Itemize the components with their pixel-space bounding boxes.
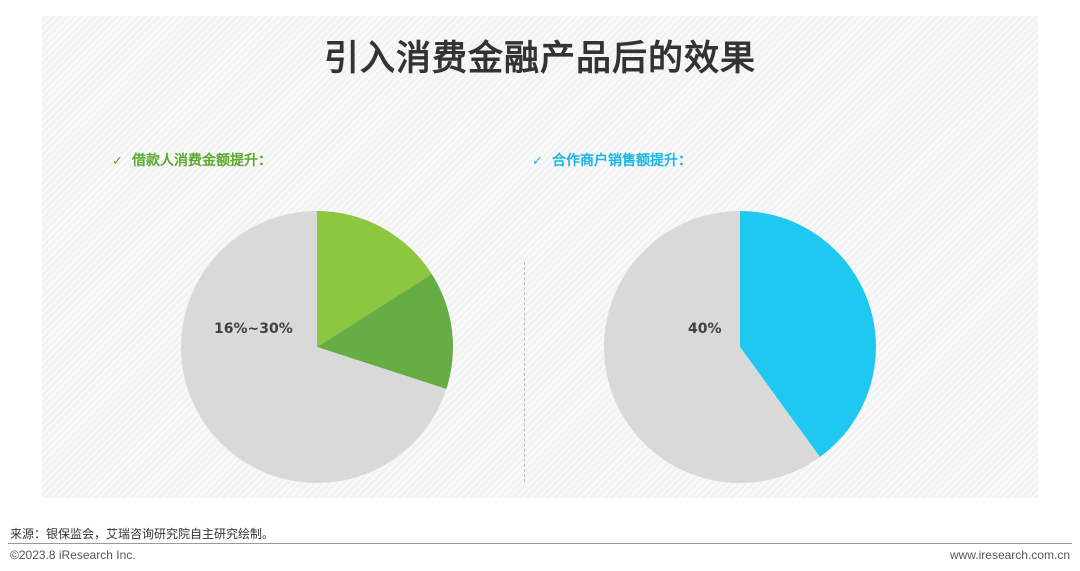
left-pie-slice-2: [181, 211, 447, 483]
left-chart-subtitle: ✓ 借款人消费金额提升：: [112, 150, 272, 170]
copyright-text: ©2023.8 iResearch Inc.: [10, 548, 136, 562]
page-title: 引入消费金融产品后的效果: [323, 39, 756, 79]
right-chart-title: 合作商户销售额提升：: [552, 153, 692, 169]
left-pie-data-label: 16%~30%: [214, 321, 293, 337]
website-link[interactable]: www.iresearch.com.cn: [949, 548, 1070, 562]
right-pie-slice-0: [740, 211, 876, 458]
footer-divider: [8, 543, 1072, 544]
left-chart-title: 借款人消费金额提升：: [132, 153, 272, 169]
right-pie-chart: [603, 211, 876, 483]
check-icon: ✓: [112, 154, 123, 169]
left-pie-slice-1: [317, 274, 453, 390]
right-pie-slice-1: [603, 211, 820, 483]
right-pie-data-label: 40%: [688, 321, 722, 337]
check-icon: ✓: [532, 154, 543, 169]
left-pie-chart: [181, 211, 453, 483]
left-pie-slice-0: [317, 211, 432, 347]
right-chart-subtitle: ✓ 合作商户销售额提升：: [532, 150, 692, 170]
divider-line: [524, 262, 525, 482]
source-note: 来源：银保监会，艾瑞咨询研究院自主研究绘制。: [10, 527, 275, 541]
